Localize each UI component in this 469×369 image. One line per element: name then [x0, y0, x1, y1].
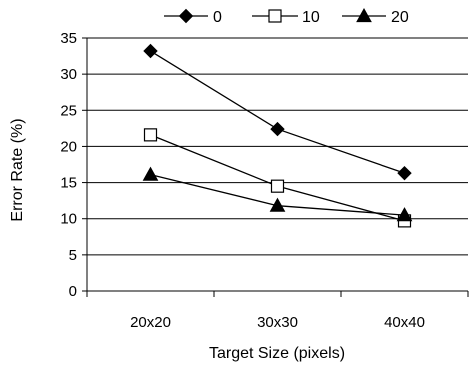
y-tick-label: 0 [69, 283, 77, 300]
y-tick-label: 10 [60, 211, 77, 228]
y-axis: 0 5 10 15 20 25 30 35 [60, 30, 88, 300]
y-tick-label: 5 [69, 247, 77, 264]
legend-marker-10 [268, 9, 282, 23]
point-0-40x40 [397, 165, 412, 181]
point-20-30x30 [269, 197, 286, 212]
x-tick-label-30x30: 30x30 [257, 314, 298, 331]
series-group [142, 43, 413, 228]
x-tick-label-40x40: 40x40 [384, 314, 425, 331]
point-10-30x30 [270, 179, 285, 193]
y-tick-label: 25 [60, 102, 77, 119]
legend-marker-0 [178, 8, 194, 24]
point-10-20x20 [143, 128, 158, 142]
legend-marker-20 [356, 7, 372, 23]
legend-label-20: 20 [391, 9, 409, 26]
legend-label-10: 10 [302, 9, 320, 26]
x-axis-label: Target Size (pixels) [209, 345, 345, 362]
y-tick-label: 20 [60, 138, 77, 155]
y-axis-label: Error Rate (%) [9, 118, 26, 221]
y-tick-label: 15 [60, 175, 77, 192]
point-0-30x30 [270, 121, 285, 137]
point-20-20x20 [142, 166, 159, 181]
legend-label-0: 0 [213, 9, 222, 26]
series-line-0 [150, 50, 405, 174]
y-tick-label: 35 [60, 30, 77, 47]
x-tick-label-20x20: 20x20 [130, 314, 171, 331]
x-axis: 20x20 30x30 40x40 [86, 290, 469, 331]
point-20-40x40 [396, 207, 413, 222]
legend: 0 10 20 [164, 7, 409, 26]
y-tick-label: 30 [60, 66, 77, 83]
point-0-20x20 [143, 43, 158, 59]
